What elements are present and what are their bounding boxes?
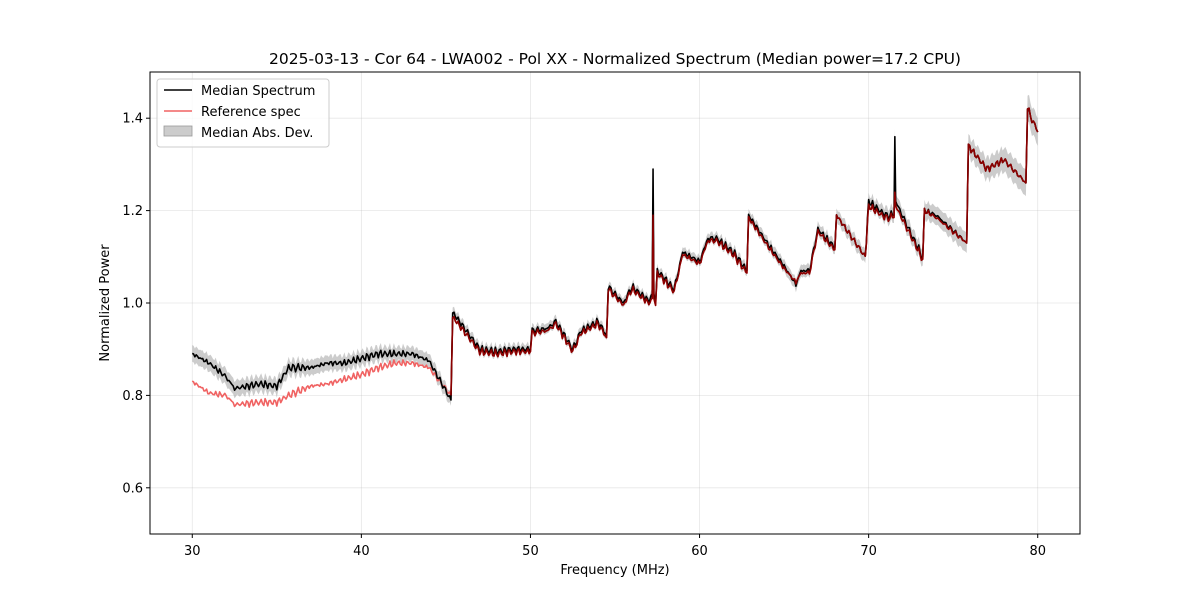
x-axis-ticks: 30 40 50 60 70 80	[184, 534, 1046, 559]
x-tick-label: 80	[1029, 544, 1046, 559]
x-tick-label: 60	[691, 544, 708, 559]
legend-mad-label: Median Abs. Dev.	[201, 126, 313, 141]
y-tick-label: 0.6	[122, 481, 143, 496]
x-axis-label: Frequency (MHz)	[560, 563, 669, 578]
y-axis-ticks: 0.6 0.8 1.0 1.2 1.4	[122, 112, 150, 496]
chart-title: 2025-03-13 - Cor 64 - LWA002 - Pol XX - …	[269, 50, 961, 68]
x-tick-label: 30	[184, 544, 201, 559]
y-tick-label: 1.4	[122, 112, 143, 127]
y-tick-label: 1.2	[122, 204, 143, 219]
y-tick-label: 1.0	[122, 297, 143, 312]
legend: Median Spectrum Reference spec Median Ab…	[156, 78, 330, 148]
median-spectrum-line	[191, 107, 1039, 401]
legend-reference-label: Reference spec	[201, 105, 301, 120]
y-tick-label: 0.8	[122, 389, 143, 404]
reference-overlay-line	[450, 107, 1039, 396]
y-axis-label: Normalized Power	[98, 244, 113, 362]
legend-mad-swatch	[163, 125, 193, 137]
legend-median-label: Median Spectrum	[201, 84, 315, 99]
x-tick-label: 50	[522, 544, 539, 559]
legend-frame	[156, 78, 330, 148]
x-tick-label: 40	[353, 544, 370, 559]
x-tick-label: 70	[860, 544, 877, 559]
